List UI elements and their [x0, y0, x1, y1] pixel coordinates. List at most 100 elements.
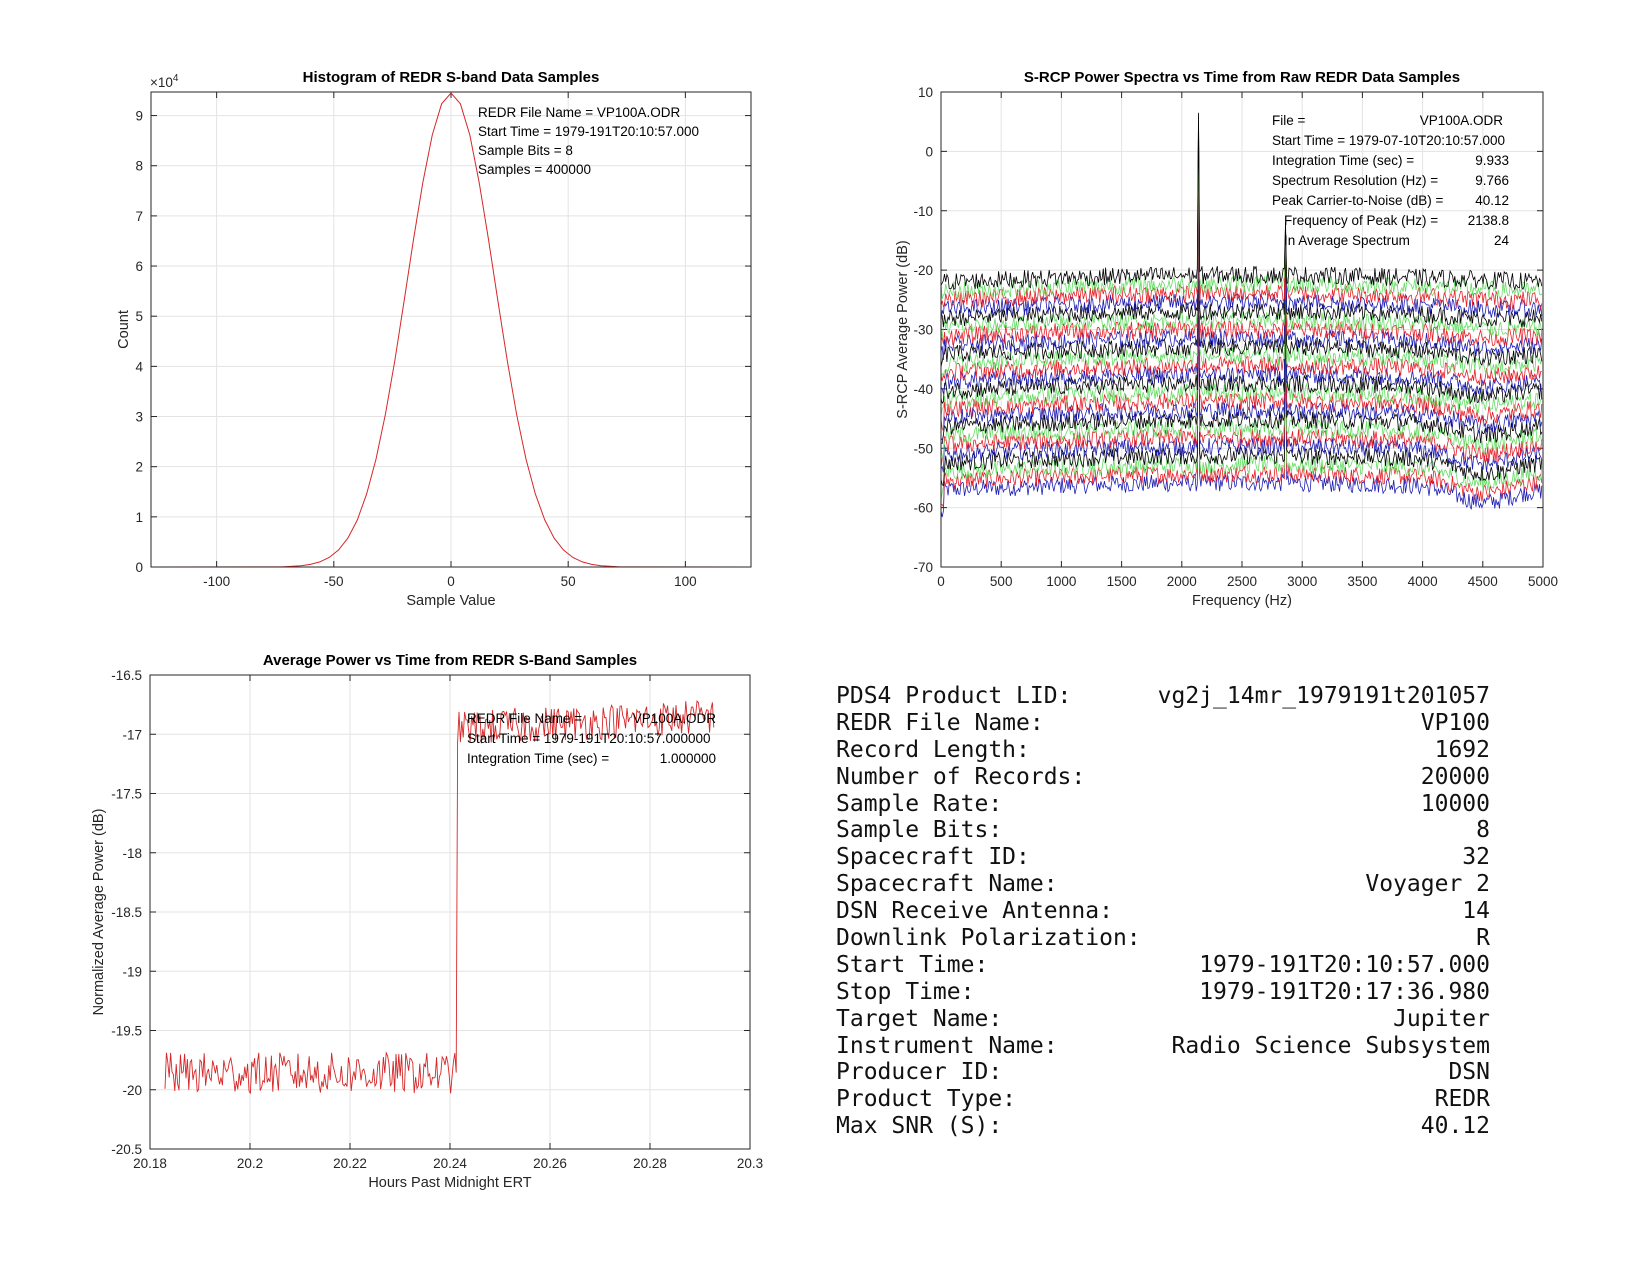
y-tick-label: -18 [122, 846, 142, 861]
x-tick-label: 100 [674, 574, 697, 589]
spectrum-series-line [940, 150, 1543, 347]
x-tick-label: 20.24 [433, 1156, 467, 1171]
info-value: VP100 [1420, 709, 1490, 736]
spectrum-series-line [940, 181, 1543, 441]
info-label: Number of Records: [836, 763, 1086, 790]
x-tick-label: 1500 [1107, 574, 1137, 589]
info-label: Instrument Name: [836, 1032, 1058, 1059]
info-label: PDS4 Product LID: [836, 683, 1072, 709]
y-tick-label: -50 [913, 441, 933, 456]
y-tick-label: -20.5 [111, 1142, 142, 1157]
annotation-value: 2138.8 [1468, 213, 1509, 228]
y-tick-label: 10 [918, 85, 933, 100]
annotation-value: 40.12 [1475, 193, 1509, 208]
info-value: R [1476, 925, 1490, 952]
y-tick-label: 5 [135, 309, 143, 324]
y-tick-label: 3 [135, 410, 143, 425]
info-row: PDS4 Product LID: vg2j_14mr_1979191t20105… [836, 683, 1490, 710]
average-power-line [164, 700, 715, 1094]
x-tick-label: 0 [447, 574, 455, 589]
annotation-value: VP100A.ODR [633, 711, 717, 726]
info-value: 14 [1462, 898, 1490, 925]
info-label: Record Length: [836, 736, 1030, 763]
annotation-value: VP100A.ODR [1420, 113, 1504, 128]
info-label: REDR File Name: [836, 709, 1044, 736]
info-row: Producer ID: DSN [836, 1059, 1490, 1086]
info-label: Spacecraft ID: [836, 844, 1030, 871]
x-tick-label: 20.22 [333, 1156, 367, 1171]
x-tick-label: 5000 [1528, 574, 1558, 589]
annotation-text: Sample Bits = 8 [478, 143, 573, 158]
info-row: Stop Time: 1979-191T20:17:36.980 [836, 979, 1490, 1006]
info-row: Product Type: REDR [836, 1086, 1490, 1113]
spectrum-series-line [940, 115, 1543, 361]
info-label: Producer ID: [836, 1059, 1003, 1086]
chart-title: Average Power vs Time from REDR S-Band S… [263, 652, 637, 669]
annotation-text: Samples = 400000 [478, 162, 591, 177]
spectrum-series-line [940, 171, 1543, 432]
chart-title: Histogram of REDR S-band Data Samples [303, 69, 600, 86]
spectrum-series-line [940, 238, 1543, 473]
product-info-table: PDS4 Product LID: vg2j_14mr_1979191t20105… [836, 683, 1490, 1140]
x-tick-label: 20.2 [237, 1156, 263, 1171]
x-tick-label: 500 [990, 574, 1013, 589]
info-row: Spacecraft Name: Voyager 2 [836, 871, 1490, 898]
info-value: 1692 [1434, 736, 1490, 763]
y-tick-label: 7 [135, 209, 143, 224]
y-tick-label: 2 [135, 460, 143, 475]
spectrum-series-line [940, 206, 1543, 469]
axes-frame [150, 91, 752, 568]
power-spectra-chart: 0 500 1000 1500 2000 2500 3000 3500 4000 4500 5000… [895, 69, 1558, 609]
info-row: Max SNR (S): 40.12 [836, 1113, 1490, 1140]
annotation-value: 9.766 [1475, 173, 1509, 188]
spectrum-series-line [940, 119, 1543, 501]
y-tick-label: -70 [913, 560, 933, 575]
annotation-text: Start Time = 1979-191T20:10:57.000 [478, 124, 699, 139]
info-row: Downlink Polarization: R [836, 925, 1490, 952]
y-tick-label: -20 [913, 263, 933, 278]
info-row: REDR File Name: VP100 [836, 710, 1490, 737]
info-value: 20000 [1420, 763, 1490, 790]
x-tick-label: 4000 [1408, 574, 1438, 589]
x-tick-label: -50 [324, 574, 344, 589]
info-label: Product Type: [836, 1086, 1017, 1113]
x-tick-label: 20.18 [133, 1156, 167, 1171]
annotation-label: In Average Spectrum [1284, 233, 1410, 248]
info-label: Sample Bits: [836, 817, 1003, 844]
spectrum-series-line [940, 198, 1543, 405]
y-tick-label: 4 [135, 359, 143, 374]
info-row: Record Length: 1692 [836, 737, 1490, 764]
y-tick-label: 9 [135, 109, 143, 124]
annotation-text: REDR File Name = VP100A.ODR [478, 105, 680, 120]
histogram-line [150, 92, 752, 568]
y-axis-label: Normalized Average Power (dB) [91, 809, 107, 1016]
x-tick-label: -100 [203, 574, 230, 589]
y-tick-label: -40 [913, 382, 933, 397]
y-tick-label: 8 [135, 159, 143, 174]
info-value: 32 [1462, 844, 1490, 871]
info-row: Sample Bits: 8 [836, 817, 1490, 844]
info-row: DSN Receive Antenna: 14 [836, 898, 1490, 925]
axes-frame [149, 674, 751, 1150]
info-value: REDR [1434, 1086, 1490, 1113]
annotation-label: Start Time = 1979-07-10T20:10:57.000 [1272, 133, 1505, 148]
info-label: Start Time: [836, 951, 989, 978]
annotation-label: Frequency of Peak (Hz) = [1284, 213, 1438, 228]
y-tick-label: -18.5 [111, 905, 142, 920]
spectrum-series-line [940, 162, 1543, 395]
annotation-label: Spectrum Resolution (Hz) = [1272, 173, 1438, 188]
info-value: Radio Science Subsystem [1171, 1032, 1491, 1059]
annotation-value: 1.000000 [660, 751, 716, 766]
y-tick-label: -17.5 [111, 787, 142, 802]
y-exponent-label: ×104 [150, 73, 179, 90]
spectrum-series-line [940, 143, 1543, 518]
y-tick-label: -16.5 [111, 668, 142, 683]
y-tick-label: 0 [135, 560, 143, 575]
histogram-chart: -100 -50 0 50 100 0 1 2 3 4 5 6 7 8 9 Histogram of REDR… [116, 69, 752, 609]
annotation-label: Start Time = 1979-191T20:10:57.000000 [467, 731, 711, 746]
annotation-label: File = [1272, 113, 1306, 128]
info-value: 1979-191T20:10:57.000 [1199, 951, 1490, 978]
spectrum-series-line [940, 214, 1543, 508]
y-tick-label: -20 [122, 1083, 142, 1098]
